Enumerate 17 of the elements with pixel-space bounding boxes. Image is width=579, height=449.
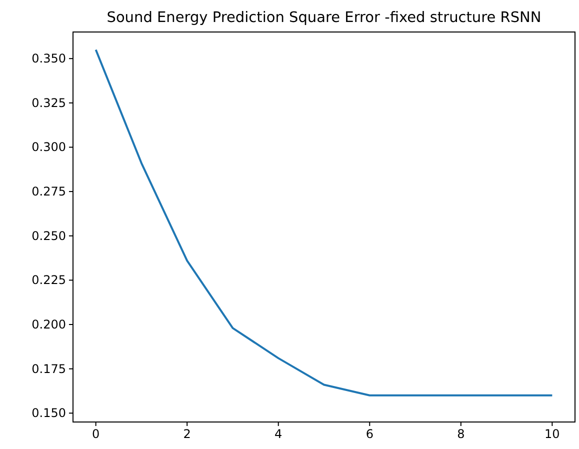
line-series <box>94 48 554 396</box>
x-tick-label: 2 <box>183 427 191 441</box>
x-tick-label: 4 <box>274 427 282 441</box>
y-tick-label: 0.225 <box>32 273 66 288</box>
chart-title: Sound Energy Prediction Square Error -fixed structure RSNN <box>106 10 542 26</box>
x-tick-label: 10 <box>544 427 560 441</box>
y-tick-label: 0.275 <box>32 184 66 199</box>
x-tick-label: 0 <box>92 427 100 441</box>
y-tick-label: 0.350 <box>32 52 66 66</box>
y-tick-label: 0.325 <box>32 96 66 110</box>
y-tick-label: 0.250 <box>32 228 66 243</box>
y-tick-label: 0.300 <box>32 140 66 154</box>
x-tick-label: 8 <box>457 427 465 441</box>
y-tick-label: 0.200 <box>32 318 66 332</box>
y-tick-label: 0.175 <box>32 362 66 376</box>
x-tick-label: 6 <box>366 427 374 441</box>
y-tick-label: 0.150 <box>32 406 66 420</box>
